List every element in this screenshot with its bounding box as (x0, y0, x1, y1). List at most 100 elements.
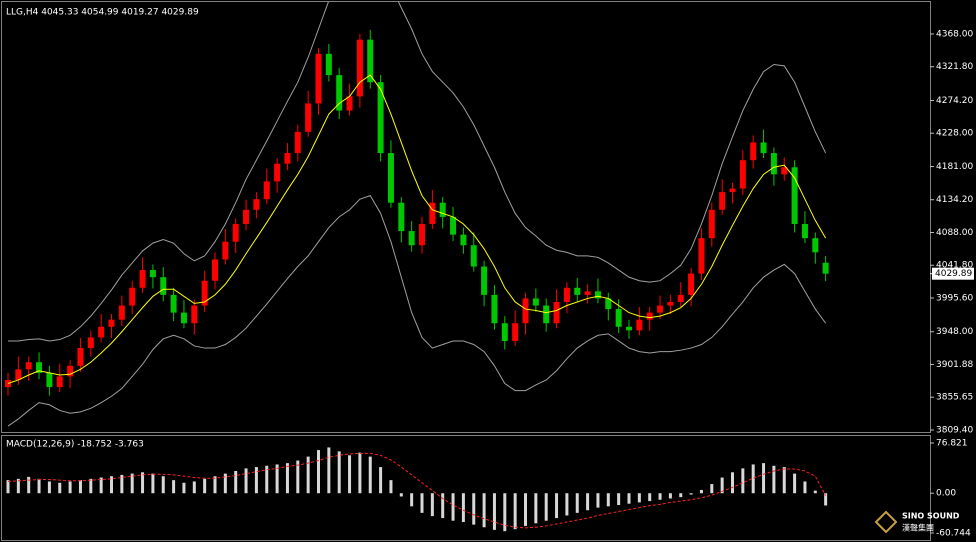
macd-bar (16, 478, 20, 494)
macd-bar (596, 493, 600, 508)
macd-bar (151, 473, 155, 494)
candle-body (377, 82, 384, 154)
macd-plot (6, 447, 828, 532)
macd-bar (793, 473, 797, 494)
macd-bar (389, 480, 393, 494)
candle-body (191, 305, 198, 324)
macd-bar (172, 480, 176, 494)
macd-bar (89, 478, 93, 494)
macd-bar (141, 472, 145, 494)
candle-body (450, 216, 457, 235)
macd-bar (358, 452, 362, 494)
candle-body (481, 266, 488, 295)
candle-body (356, 39, 363, 97)
candle-body (522, 298, 529, 324)
macd-bar (254, 467, 258, 494)
candle-body (67, 365, 74, 377)
candle-body (232, 223, 239, 242)
candle-body (553, 301, 560, 324)
macd-bar (658, 493, 662, 500)
y-tick-label: 4368.00 (936, 29, 973, 39)
candle-body (243, 209, 250, 224)
macd-bar (130, 473, 134, 494)
macd-bar (668, 493, 672, 499)
candle-body (160, 277, 167, 295)
macd-bar (482, 493, 486, 528)
macd-bar (461, 493, 465, 523)
candle-body (56, 376, 63, 388)
macd-bar (99, 477, 103, 494)
macd-bar (741, 468, 745, 494)
macd-bar (824, 493, 828, 506)
macd-bar (731, 472, 734, 494)
candle-body (108, 319, 115, 327)
macd-bar (327, 447, 331, 494)
candle-body (667, 301, 674, 306)
candle-body (25, 362, 32, 370)
candle-body (470, 245, 477, 267)
logo-mark (874, 510, 898, 534)
candle-body (284, 153, 291, 164)
candle-body (626, 326, 632, 331)
macd-bar (803, 481, 807, 494)
logo-subtitle: 漢聲集團 (902, 523, 934, 533)
candle-body (543, 305, 550, 324)
macd-bar (337, 451, 341, 494)
y-tick-label: 3901.88 (936, 360, 973, 370)
y-tick-label: 0.00 (936, 489, 956, 499)
macd-bar (182, 482, 186, 494)
indicator-line (8, 2, 827, 342)
macd-bar (213, 476, 217, 494)
candle-body (574, 287, 581, 295)
candle-body (294, 131, 301, 154)
macd-bar (679, 493, 683, 498)
last-price-box (932, 267, 974, 280)
candle-body (46, 372, 53, 388)
candle-body (584, 291, 591, 295)
candle-body (822, 262, 829, 274)
macd-title: MACD(12,26,9) -18.752 -3.763 (6, 440, 144, 450)
candle-body (325, 53, 332, 76)
y-tick-label: -60.744 (936, 528, 971, 538)
candle-body (605, 298, 612, 310)
candle-body (719, 192, 726, 210)
macd-bar (451, 493, 455, 521)
macd-bar (534, 493, 538, 524)
candle-body (750, 142, 757, 161)
macd-bar (513, 493, 517, 530)
macd-bar (265, 465, 269, 494)
candle-body (305, 103, 312, 132)
macd-bar (120, 474, 124, 494)
candle-body (253, 199, 260, 210)
candle-body (15, 369, 22, 380)
candle-body (812, 238, 819, 253)
candle-body (429, 202, 436, 224)
candle-body (98, 326, 105, 338)
macd-bar (627, 493, 631, 504)
candle-body (346, 96, 353, 111)
candle-body (212, 259, 218, 281)
macd-bar (399, 493, 403, 497)
candle-body (460, 234, 467, 246)
macd-bar (648, 493, 652, 502)
candle-body (791, 167, 798, 224)
macd-bar (555, 493, 559, 519)
macd-bar (524, 493, 527, 526)
candle-body (439, 202, 446, 217)
macd-bar (586, 493, 590, 511)
macd-bar (275, 464, 279, 494)
macd-bar (710, 484, 714, 494)
candle-body (222, 241, 229, 260)
macd-bar (296, 460, 300, 494)
candle-body (201, 280, 208, 306)
indicator-line (7, 74, 827, 384)
macd-bar (751, 464, 755, 494)
macd-bar (492, 493, 496, 530)
candle-body (760, 142, 767, 154)
price-plot (5, 2, 829, 427)
candle-body (657, 305, 664, 313)
candle-body (770, 153, 777, 175)
macd-bar (772, 465, 776, 494)
candle-body (419, 223, 425, 246)
